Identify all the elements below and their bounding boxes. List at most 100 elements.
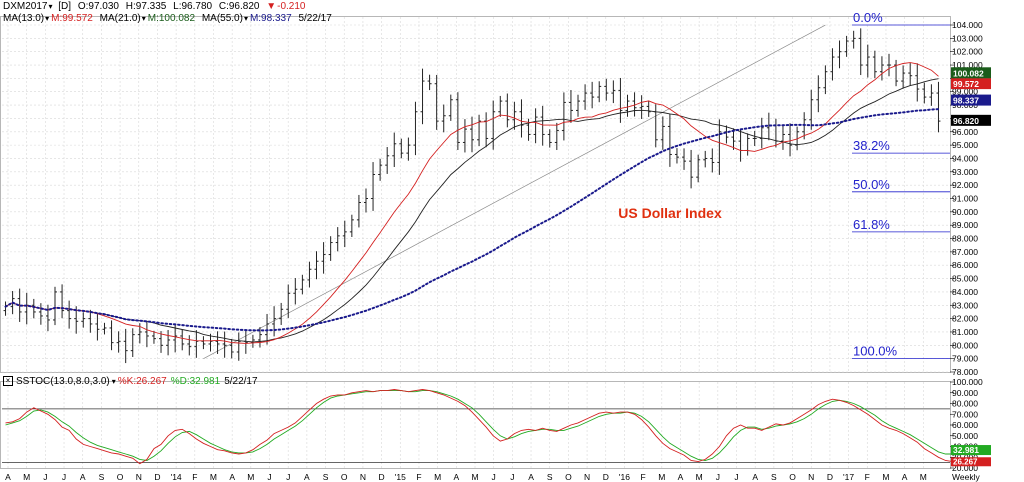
ma55-dropdown-icon[interactable]: ▾ [243, 14, 248, 23]
time-tick-label: A [453, 472, 459, 482]
price-tick-label: 80.000 [952, 340, 978, 350]
trend-line [203, 24, 826, 359]
value-marker [951, 67, 991, 79]
ma55-label[interactable]: MA(55.0) [201, 13, 243, 24]
price-tick-label: 103.000 [952, 33, 983, 43]
time-tick-label: F [865, 472, 870, 482]
change-value: -0.210 [277, 1, 306, 12]
ma21-value: M:100.082 [147, 13, 196, 24]
time-tick-label: '14 [171, 472, 182, 482]
change-down-icon: ▼ [266, 1, 277, 12]
value-marker-label: 100.082 [953, 68, 984, 78]
fib-level-label: 50.0% [853, 177, 890, 192]
ma21-label[interactable]: MA(21.0) [99, 13, 141, 24]
time-tick-label: O [789, 472, 796, 482]
ma55-value: M:98.337 [249, 13, 292, 24]
main-panel-frame [0, 16, 951, 373]
time-tick-label: A [304, 472, 310, 482]
symbol-dropdown-icon[interactable]: ▾ [48, 2, 53, 11]
time-tick-label: A [5, 472, 11, 482]
time-tick-label: S [99, 472, 105, 482]
time-tick-label: O [565, 472, 572, 482]
value-marker [951, 94, 991, 106]
time-tick-label: M [434, 472, 441, 482]
ma-header: MA(13.0)▾ M:99.572 MA(21.0)▾ M:100.082 MA(… [3, 13, 336, 24]
time-tick-label: M [210, 472, 217, 482]
stochastic-d-value: %D:32.981 [170, 376, 221, 387]
ma-date: 5/22/17 [298, 13, 332, 24]
time-tick-label: J [492, 472, 496, 482]
time-tick-label: J [716, 472, 720, 482]
ma21-dropdown-icon[interactable]: ▾ [141, 14, 146, 23]
stochastic-tick-label: 80.000 [952, 399, 978, 409]
high-value: H:97.335 [125, 1, 167, 12]
value-marker-label: 98.337 [953, 96, 979, 106]
stochastic-dropdown-icon[interactable]: ▾ [111, 377, 116, 386]
price-tick-label: 78.000 [952, 367, 978, 377]
close-value: C:96.820 [218, 1, 260, 12]
price-header: DXM2017▾ [D] O:97.030 H:97.335 L:96.780 … [3, 1, 310, 12]
time-tick-label: O [117, 472, 124, 482]
time-tick-label: A [528, 472, 534, 482]
moving-averages [4, 62, 940, 344]
stochastic-d-marker-label: 32.981 [953, 445, 979, 455]
price-tick-label: 90.000 [952, 207, 978, 217]
time-tick-label: A [229, 472, 235, 482]
time-tick-label: '16 [619, 472, 630, 482]
open-value: O:97.030 [77, 1, 119, 12]
symbol[interactable]: DXM2017 [3, 1, 48, 12]
time-tick-label: N [808, 472, 814, 482]
period-label: Weekly [952, 472, 980, 482]
price-tick-label: 102.000 [952, 47, 983, 57]
ma13-value: M:99.572 [51, 13, 93, 24]
stochastic-k-marker [951, 457, 991, 467]
trend-line-segment [203, 24, 826, 359]
stochastic-date: 5/22/17 [224, 376, 258, 387]
time-tick-label: J [286, 472, 290, 482]
time-tick-label: '17 [843, 472, 854, 482]
stochastic-d-marker [951, 445, 991, 456]
price-tick-label: 99.000 [952, 87, 978, 97]
stochastic-lines [5, 389, 953, 465]
price-tick-label: 82.000 [952, 314, 978, 324]
stochastic-tick-label: 30.000 [952, 452, 978, 462]
ma13-label[interactable]: MA(13.0) [3, 13, 45, 24]
stochastic-k-marker-label: 26.267 [953, 457, 978, 466]
time-tick-label: S [323, 472, 329, 482]
time-tick-label: J [62, 472, 66, 482]
price-tick-label: 93.000 [952, 167, 978, 177]
price-tick-label: 84.000 [952, 287, 978, 297]
fib-level-label: 38.2% [853, 138, 890, 153]
time-tick-label: D [603, 472, 609, 482]
stochastic-tick-label: 100.000 [952, 377, 983, 387]
time-tick-label: D [379, 472, 385, 482]
stochastic-k-line [5, 389, 953, 465]
price-tick-label: 91.000 [952, 194, 978, 204]
time-tick-label: S [547, 472, 553, 482]
low-value: L:96.780 [173, 1, 213, 12]
time-tick-label: J [267, 472, 271, 482]
stochastic-tick-label: 20.000 [952, 463, 978, 473]
stochastic-label[interactable]: SSTOC(13.0,8.0,3.0) [16, 376, 110, 387]
time-tick-label: F [192, 472, 197, 482]
time-tick-label: A [902, 472, 908, 482]
price-tick-label: 83.000 [952, 300, 978, 310]
price-bars [3, 28, 941, 364]
value-marker [951, 114, 991, 126]
value-marker [951, 78, 991, 90]
stochastic-close-icon[interactable]: × [3, 376, 13, 387]
main-grid [0, 16, 951, 373]
time-tick-label: J [734, 472, 738, 482]
price-tick-label: 87.000 [952, 247, 978, 257]
time-tick-label: F [641, 472, 646, 482]
stochastic-tick-label: 60.000 [952, 420, 978, 430]
stochastic-tick-label: 90.000 [952, 388, 978, 398]
chart-annotation: US Dollar Index [618, 205, 722, 221]
price-tick-label: 101.000 [952, 60, 983, 70]
time-tick-label: N [360, 472, 366, 482]
fib-level-label: 61.8% [853, 217, 890, 232]
stochastic-grid [0, 381, 951, 469]
value-marker-label: 99.572 [953, 79, 979, 89]
price-tick-label: 95.000 [952, 140, 978, 150]
ma13-dropdown-icon[interactable]: ▾ [45, 14, 50, 23]
